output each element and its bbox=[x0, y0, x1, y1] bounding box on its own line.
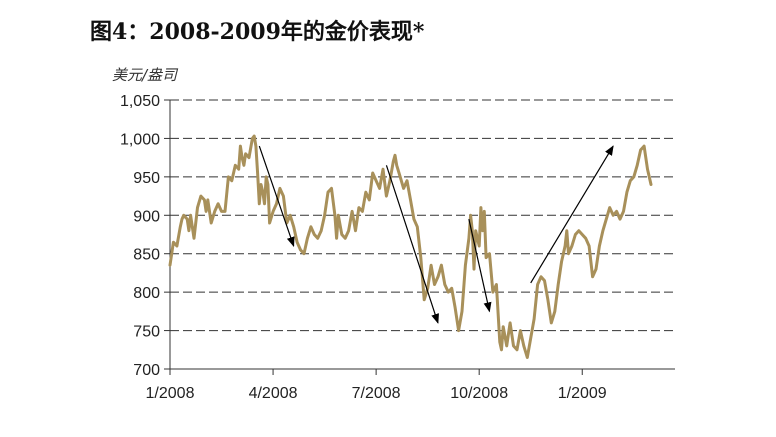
y-tick-labels: 1,050 1,000 950 900 850 800 750 700 bbox=[120, 93, 160, 379]
series-group bbox=[168, 134, 653, 359]
y-tick-label: 750 bbox=[133, 324, 160, 341]
y-tick-label: 1,000 bbox=[120, 131, 160, 148]
y-tick-label: 900 bbox=[133, 208, 160, 225]
trend-arrow bbox=[385, 165, 439, 324]
trend-arrow bbox=[530, 145, 614, 284]
x-tick-label: 10/2008 bbox=[450, 385, 508, 402]
annotation-arrows bbox=[258, 145, 614, 324]
y-tick-label: 800 bbox=[133, 285, 160, 302]
y-tick-label: 850 bbox=[133, 247, 160, 264]
x-tick-label: 4/2008 bbox=[249, 385, 298, 402]
y-tick-label: 700 bbox=[133, 362, 160, 379]
x-tick-label: 1/2008 bbox=[146, 385, 195, 402]
series-line bbox=[168, 134, 653, 359]
y-tick-label: 950 bbox=[133, 170, 160, 187]
chart-title: 图4：2008-2009年的金价表现* bbox=[90, 19, 425, 45]
y-tick-label: 1,050 bbox=[120, 93, 160, 110]
x-tick-label: 1/2009 bbox=[558, 385, 607, 402]
x-tick-labels: 1/2008 4/2008 7/2008 10/2008 1/2009 bbox=[146, 385, 607, 402]
trend-arrow bbox=[258, 145, 295, 247]
trend-arrow bbox=[468, 218, 492, 313]
axes bbox=[169, 100, 675, 375]
y-axis-label: 美元/盎司 bbox=[112, 66, 179, 84]
x-tick-label: 7/2008 bbox=[352, 385, 401, 402]
